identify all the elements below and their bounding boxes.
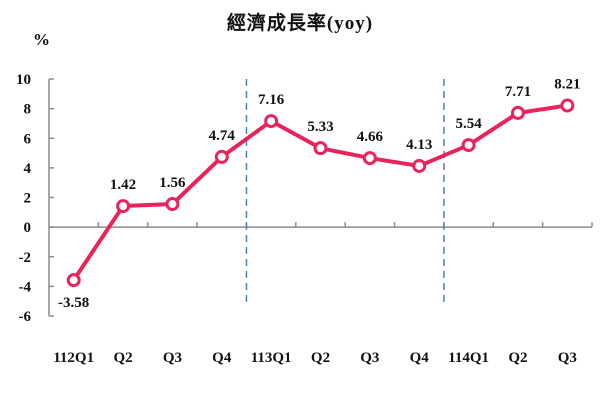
x-tick-label: Q3 — [163, 350, 182, 366]
y-tick-label: 8 — [24, 102, 32, 118]
x-tick-label: 114Q1 — [448, 350, 489, 366]
y-tick-label: -4 — [19, 279, 32, 295]
x-tick-label: Q4 — [410, 350, 430, 366]
y-tick-label: 2 — [24, 191, 32, 207]
x-tick-label: Q3 — [558, 350, 577, 366]
data-point-marker — [560, 98, 575, 113]
chart-title: 經濟成長率(yoy) — [226, 13, 374, 34]
data-point-marker — [461, 138, 476, 153]
data-value-label: 5.33 — [307, 119, 333, 135]
data-point-marker — [116, 199, 131, 214]
y-tick-label: -2 — [19, 250, 32, 266]
y-tick-label: 0 — [24, 220, 32, 236]
data-point-marker — [165, 197, 180, 212]
data-value-label: 7.71 — [505, 84, 531, 100]
data-point-marker — [66, 273, 81, 288]
data-point-marker — [313, 141, 328, 156]
y-tick-label: 6 — [24, 131, 32, 147]
y-axis-labels: 10 8 6 4 2 0 -2 -4 -6 — [16, 72, 32, 325]
data-point-marker — [362, 151, 377, 166]
data-value-label: 1.42 — [110, 177, 136, 193]
x-tick-label: Q4 — [212, 350, 232, 366]
data-labels: -3.58 1.42 1.56 4.74 7.16 5.33 4.66 4.13 5.54 7.7… — [58, 77, 580, 312]
year-separators — [245, 79, 445, 307]
y-tick-label: -6 — [19, 309, 32, 325]
x-tick-label: Q2 — [508, 350, 527, 366]
y-axis-unit-label: % — [33, 30, 50, 49]
data-point-marker — [412, 158, 427, 173]
data-series-line — [66, 98, 575, 288]
data-value-label: 4.66 — [357, 129, 384, 145]
data-value-label: -3.58 — [58, 295, 89, 311]
x-axis-labels: 112Q1 Q2 Q3 Q4 113Q1 Q2 Q3 Q4 114Q1 Q2 Q3 — [53, 350, 577, 366]
y-tick-label: 4 — [24, 161, 32, 177]
x-tick-label: 113Q1 — [251, 350, 292, 366]
x-tick-label: Q2 — [311, 350, 330, 366]
data-point-marker — [214, 149, 229, 164]
y-tick-label: 10 — [16, 72, 31, 88]
data-point-marker — [264, 114, 279, 129]
data-value-label: 4.74 — [209, 128, 236, 144]
data-value-label: 7.16 — [258, 92, 285, 108]
data-point-marker — [510, 105, 525, 120]
x-tick-label: 112Q1 — [53, 350, 94, 366]
data-value-label: 1.56 — [159, 175, 186, 191]
axes — [48, 78, 593, 317]
data-value-label: 5.54 — [455, 116, 482, 132]
data-value-label: 8.21 — [554, 77, 580, 93]
x-tick-label: Q3 — [360, 350, 379, 366]
data-value-label: 4.13 — [406, 137, 432, 153]
x-tick-label: Q2 — [113, 350, 132, 366]
